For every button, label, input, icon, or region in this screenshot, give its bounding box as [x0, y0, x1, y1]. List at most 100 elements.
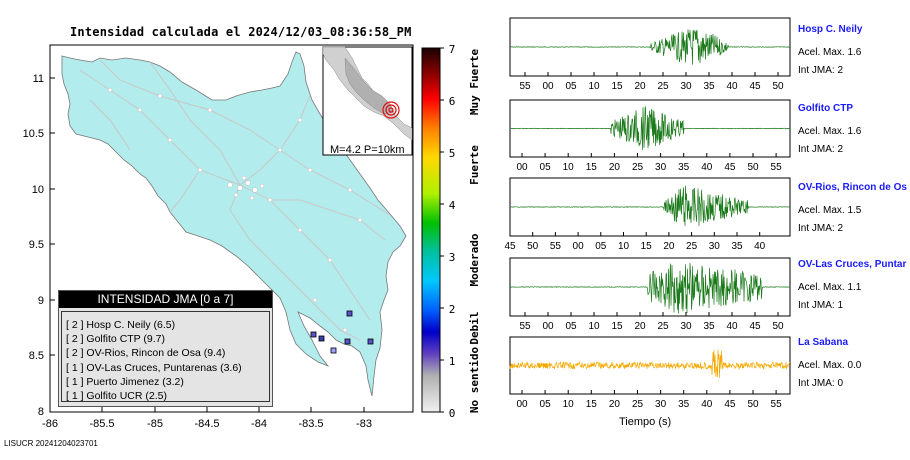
y-tick-label: 9 — [38, 295, 44, 307]
time-tick-label: 50 — [747, 399, 759, 410]
trace-station-name: Hosp C. Neily — [798, 24, 863, 35]
time-tick-label: 25 — [686, 241, 698, 252]
x-tick-label: -83 — [356, 418, 372, 430]
scale-tick: 0 — [449, 407, 456, 420]
trace-station-name: OV-Rios, Rincon de Os — [798, 182, 907, 193]
time-tick-label: 05 — [595, 241, 607, 252]
time-tick-label: 30 — [709, 241, 721, 252]
time-tick-label: 50 — [772, 321, 784, 332]
time-tick-label: 30 — [655, 162, 667, 173]
trace-acel-max: Acel. Max. 1.6 — [798, 126, 862, 137]
time-tick-label: 50 — [772, 81, 784, 92]
time-tick-label: 20 — [634, 321, 646, 332]
time-tick-label: 35 — [703, 81, 715, 92]
x-tick-label: -84 — [251, 418, 267, 430]
waveform-trace — [510, 29, 791, 65]
time-tick-label: 30 — [680, 81, 692, 92]
epicenter-icon — [382, 101, 400, 119]
scale-tick: 7 — [449, 43, 456, 56]
time-tick-label: 00 — [516, 399, 528, 410]
trace-int-jma: Int JMA: 1 — [798, 300, 844, 311]
map-x-tickmarks — [101, 407, 365, 412]
scale-label-muy-fuerte: Muy Fuerte — [468, 49, 481, 116]
inset-caption: M=4.2 P=10km — [330, 144, 405, 156]
time-tick-label: 45 — [749, 81, 761, 92]
waveform-panel: 45 50 55 00 05 10 15 20 25 30 35 40 — [504, 177, 791, 252]
waveform-trace — [509, 185, 791, 227]
road-network — [79, 59, 391, 341]
time-tick-label: 20 — [609, 162, 621, 173]
time-tick-label: 20 — [609, 399, 621, 410]
time-tick-label: 00 — [542, 81, 554, 92]
x-tick-label: -84.5 — [194, 418, 219, 430]
time-tick-label: 25 — [632, 162, 644, 173]
time-tick-label: 40 — [701, 162, 713, 173]
intensity-legend: INTENSIDAD JMA [0 a 7] [ 2 ] Hosp C. Nei… — [58, 290, 273, 407]
time-tick-label: 30 — [680, 321, 692, 332]
legend-body: [ 2 ] Hosp C. Neily (6.5) [ 2 ] Golfito … — [61, 311, 270, 402]
legend-row: [ 1 ] Puerto Jimenez (3.2) — [66, 375, 184, 388]
x-tick-label: -86 — [42, 418, 58, 430]
trace-acel-max: Acel. Max. 0.0 — [798, 360, 862, 371]
time-tick-label: 25 — [632, 399, 644, 410]
time-tick-label: 15 — [611, 321, 623, 332]
time-tick-label: 45 — [724, 162, 736, 173]
time-tick-label: 45 — [504, 241, 516, 252]
scale-label-moderado: Moderado — [468, 233, 481, 286]
intensity-color-scale: 7 6 5 4 3 2 1 0 Muy Fuerte Fuerte Modera… — [421, 43, 481, 420]
trace-int-jma: Int JMA: 2 — [798, 223, 844, 234]
y-tick-label: 8 — [38, 406, 44, 418]
x-tick-label: -85.5 — [89, 418, 114, 430]
map-y-tickmarks — [50, 77, 55, 356]
time-tick-label: 40 — [726, 321, 738, 332]
time-tick-label: 50 — [747, 162, 759, 173]
time-tick-label: 55 — [771, 399, 783, 410]
inset-map — [322, 46, 413, 156]
time-tick-label: 15 — [586, 162, 598, 173]
waveform-panels: 55 00 05 10 15 20 25 30 35 40 45 50 00 05 10 15 20 25 30 35… — [504, 17, 791, 410]
time-tick-label: 05 — [540, 162, 552, 173]
time-tick-label: 40 — [754, 241, 766, 252]
scale-tick: 6 — [449, 95, 456, 108]
scale-tick: 4 — [449, 199, 456, 212]
time-tick-label: 00 — [542, 321, 554, 332]
trace-int-jma: Int JMA: 2 — [798, 144, 844, 155]
scale-label-fuerte: Fuerte — [468, 145, 481, 185]
trace-acel-max: Acel. Max. 1.6 — [798, 47, 862, 58]
time-tick-label: 15 — [586, 399, 598, 410]
time-tick-label: 10 — [563, 399, 575, 410]
time-tick-label: 00 — [573, 241, 585, 252]
time-tick-label: 55 — [771, 162, 783, 173]
time-tick-label: 15 — [611, 81, 623, 92]
intensity-markers — [310, 310, 374, 354]
time-tick-label: 20 — [663, 241, 675, 252]
y-tick-label: 9.5 — [29, 239, 44, 251]
waveform-panel: 55 00 05 10 15 20 25 30 35 40 45 50 — [509, 17, 791, 92]
waveform-panel: 00 05 10 15 20 25 30 35 40 45 50 55 — [509, 336, 791, 410]
time-tick-label: 10 — [618, 241, 630, 252]
y-tick-label: 8.5 — [29, 350, 44, 362]
legend-row: [ 2 ] Golfito CTP (9.7) — [66, 333, 166, 346]
waveform-trace — [509, 262, 791, 314]
color-bar — [421, 47, 441, 413]
time-tick-label: 05 — [565, 81, 577, 92]
station-dots — [107, 87, 363, 333]
time-tick-label: 45 — [749, 321, 761, 332]
time-tick-label: 55 — [519, 321, 531, 332]
time-tick-label: 00 — [516, 162, 528, 173]
x-tick-label: -85 — [147, 418, 163, 430]
time-tick-label: 05 — [540, 399, 552, 410]
map-y-axis: 11 10.5 10 9.5 9 8.5 8 — [23, 73, 44, 418]
time-tick-label: 20 — [634, 81, 646, 92]
time-tick-label: 35 — [731, 241, 743, 252]
trace-int-jma: Int JMA: 2 — [798, 65, 844, 76]
time-tick-label: 40 — [701, 399, 713, 410]
legend-row: [ 1 ] Golfito UCR (2.5) — [66, 390, 167, 403]
y-tick-label: 10.5 — [23, 128, 44, 140]
time-tick-label: 10 — [588, 81, 600, 92]
footer-id: LISUCR 20241204023701 — [4, 439, 98, 448]
time-axis-label: Tiempo (s) — [619, 416, 672, 428]
time-tick-label: 45 — [724, 399, 736, 410]
time-tick-label: 35 — [678, 399, 690, 410]
